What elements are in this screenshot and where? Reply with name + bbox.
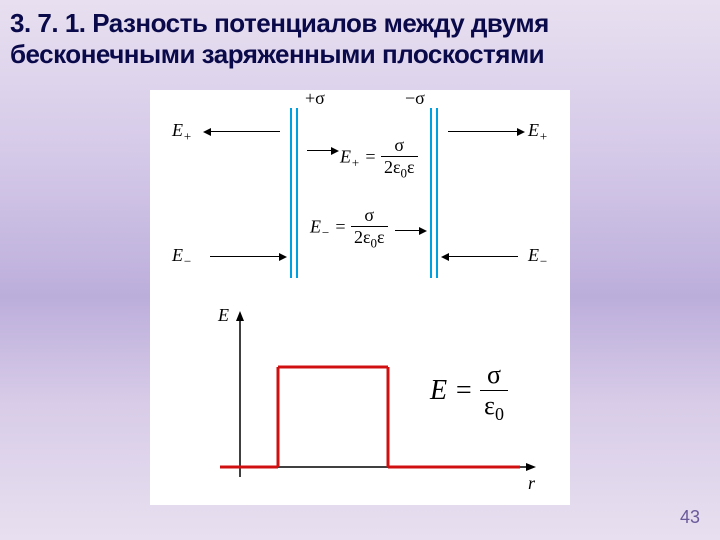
field-chart: E r E = σ ε0: [150, 305, 570, 505]
slide-title: 3. 7. 1. Разность потенциалов между двум…: [10, 8, 710, 70]
arrow-Eminus-left: [210, 256, 280, 257]
page-number: 43: [680, 507, 700, 528]
arrow-Eplus-inner: [307, 150, 332, 151]
formula-E-minus: E− = σ 2ε0ε: [310, 205, 388, 252]
formula-E-total: E = σ ε0: [430, 360, 508, 425]
planes-diagram: +σ −σ E+ E+ E− E− E+: [150, 90, 570, 300]
label-sigma-plus: +σ: [305, 88, 325, 109]
figure-container: +σ −σ E+ E+ E− E− E+: [150, 90, 570, 505]
arrow-Eminus-inner: [395, 230, 420, 231]
label-sigma-minus: −σ: [405, 88, 425, 109]
formula-E-plus: E+ = σ 2ε0ε: [340, 135, 418, 182]
plane-positive: [290, 108, 298, 278]
arrow-Eplus-right: [448, 131, 518, 132]
arrow-Eplus-left: [210, 131, 280, 132]
arrow-Eminus-right: [448, 256, 518, 257]
plane-negative: [430, 108, 438, 278]
label-E-plus-left: E+: [172, 120, 192, 145]
label-E-minus-left: E−: [172, 245, 192, 270]
label-E-plus-right: E+: [528, 120, 548, 145]
label-E-minus-right: E−: [528, 245, 548, 270]
axis-label-E: E: [218, 305, 229, 326]
axis-label-r: r: [528, 473, 535, 494]
